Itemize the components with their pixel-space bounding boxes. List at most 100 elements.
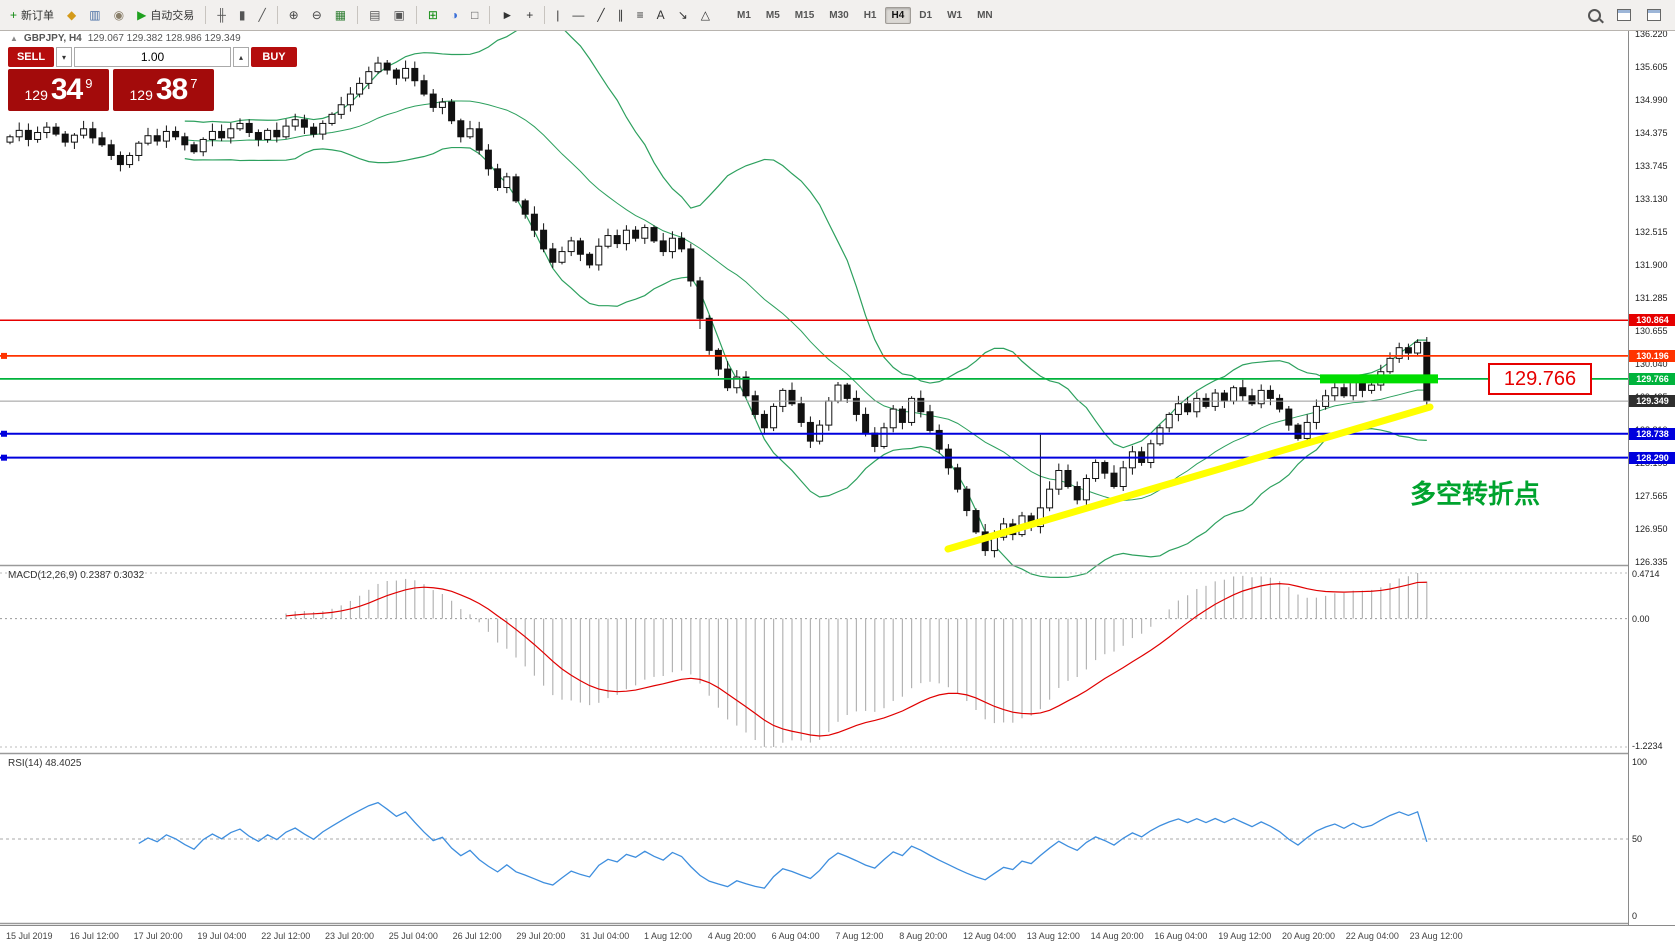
cursor-button[interactable]: ► — [495, 1, 519, 29]
navigator-icon[interactable]: ◉ — [108, 1, 130, 29]
symbol-title: GBPJPY, H4 — [23, 33, 82, 44]
vertical-line-icon: | — [556, 8, 560, 22]
fibonacci-button[interactable]: ≡ — [631, 1, 650, 29]
search-button[interactable] — [1582, 1, 1607, 29]
timeframe-w1[interactable]: W1 — [947, 9, 963, 21]
timeframe-m1[interactable]: M1 — [736, 9, 751, 21]
rsi-axis-100: 100 — [1632, 757, 1648, 767]
timeframe-h1[interactable]: H1 — [863, 9, 877, 21]
symbol-info: ▲ GBPJPY, H4 129.067 129.382 128.986 129… — [10, 33, 241, 44]
auto-trading-button[interactable]: ▶ 自动交易 — [131, 1, 200, 29]
price-chart-canvas[interactable] — [0, 30, 1628, 925]
horizontal-line-button[interactable]: — — [566, 1, 590, 29]
price-tick-label: 130.040 — [1635, 359, 1668, 370]
timeframe-toolbar: M1 M5 M15 M30 H1 H4 D1 W1 MN — [730, 6, 1000, 24]
price-line-tag[interactable]: 130.196 — [1629, 349, 1675, 362]
shapes-icon: △ — [700, 8, 710, 22]
market-watch-icon[interactable]: ◆ — [61, 1, 82, 29]
price-tick-label: 133.745 — [1635, 161, 1668, 172]
zoom-in-icon: ⊕ — [288, 8, 299, 22]
symbol-ohlc: 129.067 129.382 128.986 129.349 — [87, 33, 241, 44]
zoom-out-button[interactable]: ⊖ — [306, 1, 328, 29]
time-axis[interactable]: 15 Jul 2019 16 Jul 12:00 17 Jul 20:00 19 Ju… — [0, 925, 1675, 950]
new-order-button-label: 新订单 — [21, 10, 55, 22]
price-tick-label: 126.950 — [1635, 524, 1668, 535]
market-watch-icon-icon: ◆ — [67, 8, 77, 22]
shapes-button[interactable]: △ — [695, 1, 716, 29]
horizontal-line-icon: — — [572, 8, 585, 22]
price-tick-label: 135.605 — [1635, 62, 1668, 73]
vertical-line-button[interactable]: | — [550, 1, 565, 29]
text-button[interactable]: A — [651, 1, 671, 29]
price-line-tag[interactable]: 129.766 — [1629, 372, 1675, 385]
restore-window-button[interactable] — [1641, 1, 1667, 29]
sell-price-pips: 34 — [50, 73, 83, 106]
buy-price-figure: 129 — [129, 86, 153, 103]
crosshair-button[interactable]: + — [520, 1, 539, 29]
toolbar-separator — [415, 6, 417, 24]
sell-button[interactable]: SELL — [8, 47, 54, 67]
time-axis-label: 23 Aug 12:00 — [1409, 931, 1463, 941]
price-line-tag[interactable]: 130.864 — [1629, 314, 1675, 327]
volume-spinner[interactable]: ▴ — [233, 47, 249, 67]
time-axis-label: 20 Aug 20:00 — [1282, 931, 1336, 941]
profiles-button[interactable]: ▣ — [387, 1, 410, 29]
bar-chart-button[interactable]: ╫ — [211, 1, 232, 29]
new-chart-button[interactable]: ▤ — [363, 1, 386, 29]
buy-button[interactable]: BUY — [251, 47, 297, 67]
data-window-icon[interactable]: ▥ — [83, 1, 106, 29]
bar-chart-icon: ╫ — [217, 8, 226, 22]
auto-trading-button-label: 自动交易 — [150, 10, 195, 22]
sell-price-panel[interactable]: 129 34 9 — [8, 69, 109, 111]
volume-input[interactable] — [74, 47, 231, 67]
time-axis-label: 6 Aug 04:00 — [771, 931, 820, 941]
time-axis-label: 22 Aug 04:00 — [1345, 931, 1399, 941]
tile-windows-button[interactable]: ▦ — [329, 1, 352, 29]
zoom-out-icon: ⊖ — [311, 8, 322, 22]
timeframe-d1[interactable]: D1 — [919, 9, 933, 21]
arrange-windows-button[interactable] — [1611, 1, 1637, 29]
time-axis-label: 4 Aug 20:00 — [707, 931, 756, 941]
line-chart-icon: ╱ — [258, 8, 266, 22]
timeframe-m30[interactable]: M30 — [829, 9, 849, 21]
time-axis-label: 1 Aug 12:00 — [644, 931, 693, 941]
candle-chart-button[interactable]: ▮ — [233, 1, 252, 29]
timeframe-m5[interactable]: M5 — [765, 9, 780, 21]
macd-axis-zero: 0.00 — [1632, 613, 1650, 624]
volume-dropdown[interactable]: ▾ — [56, 47, 72, 67]
trendline-button[interactable]: ╱ — [591, 1, 610, 29]
price-line-tag[interactable]: 128.290 — [1629, 451, 1675, 464]
price-tick-label: 136.220 — [1635, 29, 1668, 40]
timeframe-h4[interactable]: H4 — [884, 6, 912, 24]
profiles-icon: ▣ — [393, 8, 405, 22]
new-chart-icon: ▤ — [369, 8, 381, 22]
channel-button[interactable]: ∥ — [612, 1, 630, 29]
zoom-in-button[interactable]: ⊕ — [283, 1, 305, 29]
time-axis-label: 29 Jul 20:00 — [516, 931, 566, 941]
templates-button[interactable]: □ — [465, 1, 484, 29]
new-order-icon: + — [10, 8, 18, 22]
navigator-icon-icon: ◉ — [113, 8, 125, 22]
line-chart-button[interactable]: ╱ — [252, 1, 271, 29]
buy-price-panel[interactable]: 129 38 7 — [113, 69, 214, 111]
turning-point-annotation: 多空转折点 — [1410, 479, 1541, 509]
new-order-button[interactable]: + 新订单 — [4, 1, 60, 29]
auto-trading-icon: ▶ — [137, 8, 147, 22]
timeframe-m15[interactable]: M15 — [794, 9, 815, 21]
sell-price-figure: 129 — [24, 86, 48, 103]
price-tick-label: 132.515 — [1635, 227, 1668, 238]
time-axis-label: 16 Aug 04:00 — [1154, 931, 1208, 941]
time-axis-label: 26 Jul 12:00 — [452, 931, 502, 941]
price-line-tag[interactable]: 129.349 — [1629, 395, 1675, 408]
indicators-button[interactable]: ⊞ — [422, 1, 444, 29]
time-axis-label: 23 Jul 20:00 — [325, 931, 375, 941]
text-icon: A — [656, 8, 665, 22]
rsi-indicator-label: RSI(14) 48.4025 — [8, 758, 82, 769]
candle-chart-icon: ▮ — [238, 8, 246, 22]
timeframe-mn[interactable]: MN — [977, 9, 993, 21]
price-line-tag[interactable]: 128.738 — [1629, 427, 1675, 440]
price-axis[interactable]: 136.220 135.605 134.990 134.375 133.745 133.1… — [1628, 29, 1675, 925]
periods-button[interactable]: ◑ — [445, 1, 464, 29]
price-level-label[interactable]: 129.766 — [1488, 363, 1592, 395]
arrows-button[interactable]: ↘ — [672, 1, 694, 29]
